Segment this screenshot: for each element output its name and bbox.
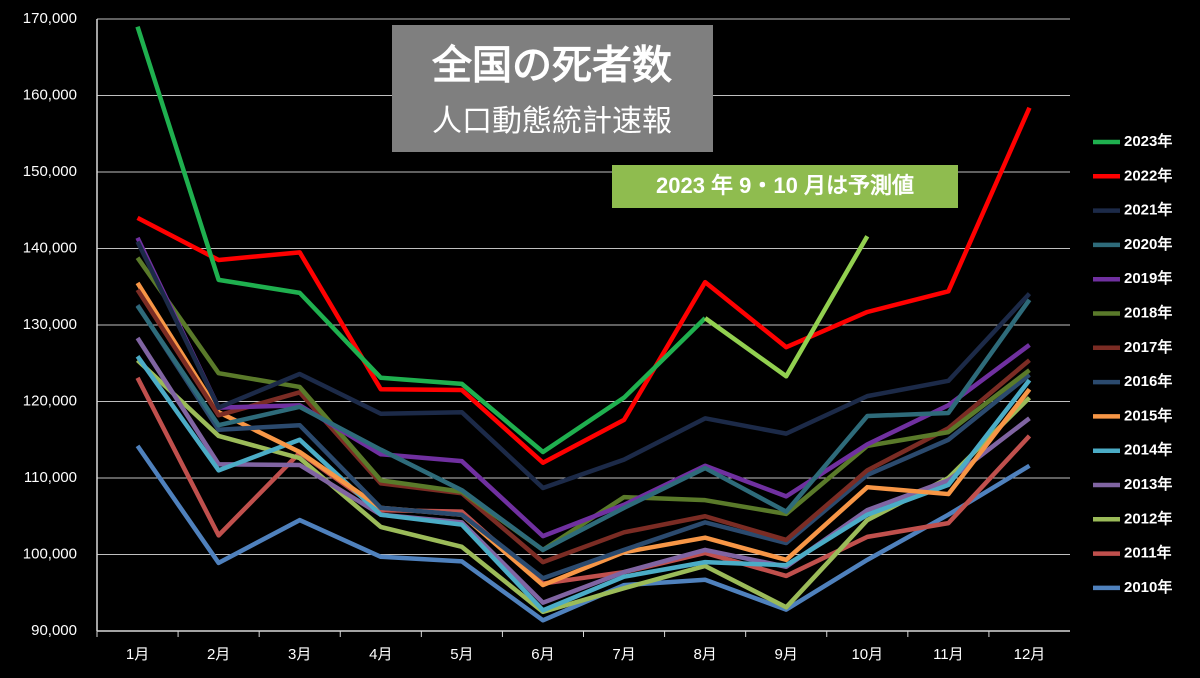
- x-tick-label: 6月: [531, 646, 554, 663]
- x-tick-label: 3月: [288, 646, 311, 663]
- series-line: [136, 106, 1032, 465]
- y-tick-label: 90,000: [31, 622, 77, 639]
- annotation-box: [612, 165, 958, 208]
- series-line: [135, 25, 707, 455]
- y-tick-label: 100,000: [23, 545, 77, 562]
- x-tick-label: 9月: [775, 646, 798, 663]
- x-tick-label: 4月: [369, 646, 392, 663]
- series-line: [135, 298, 1032, 553]
- x-tick-label: 7月: [612, 646, 635, 663]
- y-tick-label: 150,000: [23, 163, 77, 180]
- y-tick-label: 160,000: [23, 86, 77, 103]
- annotation: 2023 年 9・10 月は予測値: [656, 173, 914, 198]
- x-tick-label: 11月: [933, 646, 964, 663]
- x-tick-label: 5月: [450, 646, 473, 663]
- forecast-line: [703, 235, 870, 379]
- series-line: [135, 288, 1031, 565]
- chart-subtitle: 人口動態統計速報: [432, 105, 672, 138]
- x-tick-label: 12月: [1014, 646, 1046, 663]
- series-line: [135, 376, 1032, 586]
- y-tick-label: 140,000: [23, 239, 77, 256]
- title-box: [392, 25, 713, 152]
- legend-label: 2010年: [1124, 578, 1172, 596]
- series-line: [135, 303, 1031, 581]
- legend-label: 2017年: [1124, 338, 1172, 356]
- series-line: [135, 256, 1031, 553]
- y-tick-label: 110,000: [24, 469, 77, 486]
- series-line: [135, 336, 1031, 605]
- legend-label: 2013年: [1124, 475, 1172, 493]
- legend-label: 2015年: [1124, 406, 1172, 424]
- legend-label: 2019年: [1124, 269, 1172, 287]
- series-line: [135, 281, 1032, 588]
- legend-label: 2011年: [1124, 544, 1172, 562]
- legend-label: 2018年: [1124, 303, 1172, 321]
- plot-area: 90,000 100,000 110,000 120,000 130,000 140,00…: [23, 10, 1070, 663]
- y-tick-label: 170,000: [23, 10, 77, 27]
- x-tick-label: 10月: [851, 646, 883, 663]
- y-tick-label: 130,000: [23, 316, 77, 333]
- legend-label: 2016年: [1124, 372, 1172, 390]
- series-line: [135, 240, 1032, 491]
- series-line: [135, 236, 1031, 539]
- x-tick-label: 2月: [207, 646, 230, 663]
- series-line: [136, 358, 1032, 615]
- legend-label: 2023年: [1124, 132, 1172, 150]
- legend-label: 2021年: [1124, 201, 1172, 219]
- y-tick-label: 120,000: [23, 392, 77, 409]
- x-tick-label: 1月: [126, 646, 149, 663]
- legend-label: 2022年: [1124, 166, 1172, 184]
- chart-title: 全国の死者数: [431, 43, 672, 88]
- legend-label: 2012年: [1124, 509, 1172, 527]
- x-tick-label: 8月: [693, 646, 716, 663]
- legend-label: 2020年: [1124, 235, 1172, 253]
- series-line: [135, 444, 1031, 623]
- legend-label: 2014年: [1124, 441, 1172, 459]
